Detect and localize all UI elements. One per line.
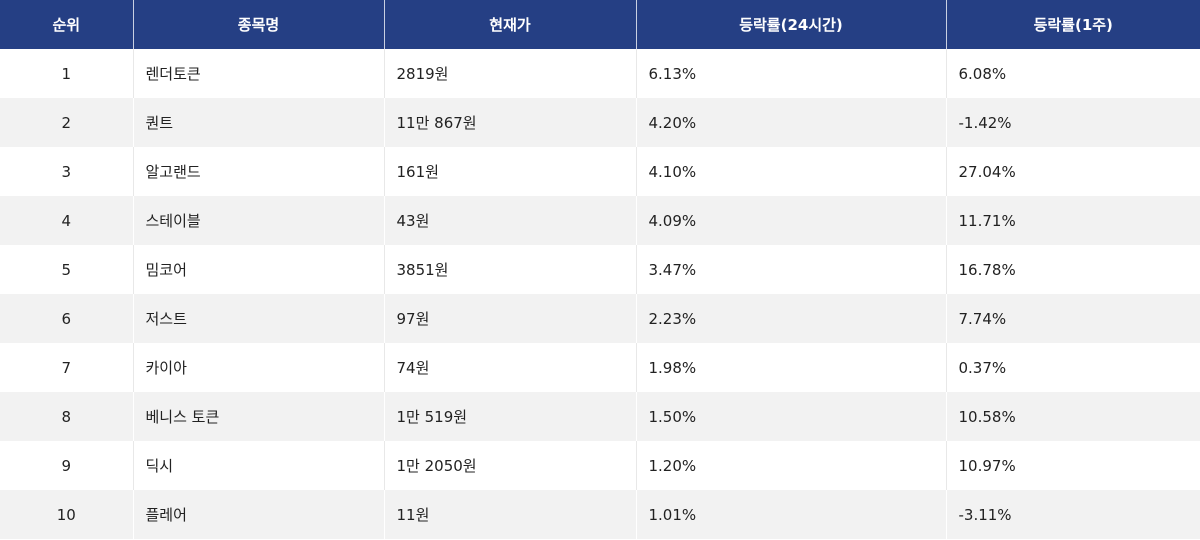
table-cell: 1만 2050원 — [383, 441, 636, 490]
table-cell: 3.47% — [635, 245, 946, 294]
header-cell: 등락률(1주) — [945, 0, 1200, 49]
table-cell: 카이아 — [132, 343, 384, 392]
table-cell: 1.01% — [635, 490, 946, 539]
table-cell: 7 — [0, 343, 133, 392]
table-cell: 4.20% — [635, 98, 946, 147]
table-row: 10 플레어 11원 1.01% -3.11% — [0, 490, 1200, 539]
table-cell: 2.23% — [635, 294, 946, 343]
header-cell: 종목명 — [132, 0, 384, 49]
header-row: 순위 종목명 현재가 등락률(24시간) 등락률(1주) — [0, 0, 1200, 49]
table-cell: 딕시 — [132, 441, 384, 490]
header-cell: 등락률(24시간) — [635, 0, 946, 49]
table-row: 7 카이아 74원 1.98% 0.37% — [0, 343, 1200, 392]
table-cell: 74원 — [383, 343, 636, 392]
table-cell: 밈코어 — [132, 245, 384, 294]
table-cell: 알고랜드 — [132, 147, 384, 196]
table-cell: 4.10% — [635, 147, 946, 196]
table-cell: 저스트 — [132, 294, 384, 343]
table-cell: 11만 867원 — [383, 98, 636, 147]
table-cell: -3.11% — [945, 490, 1200, 539]
table-cell: 플레어 — [132, 490, 384, 539]
table-cell: 27.04% — [945, 147, 1200, 196]
table-cell: 4 — [0, 196, 133, 245]
table-row: 8 베니스 토큰 1만 519원 1.50% 10.58% — [0, 392, 1200, 441]
table-cell: 1만 519원 — [383, 392, 636, 441]
table-cell: 97원 — [383, 294, 636, 343]
table-row: 1 렌더토큰 2819원 6.13% 6.08% — [0, 49, 1200, 98]
table-cell: 1.50% — [635, 392, 946, 441]
table-cell: 16.78% — [945, 245, 1200, 294]
table-cell: 10.97% — [945, 441, 1200, 490]
table-body: 1 렌더토큰 2819원 6.13% 6.08% 2 퀀트 11만 867원 4.20% -1.4… — [0, 49, 1200, 539]
table-cell: 5 — [0, 245, 133, 294]
table-cell: 1.20% — [635, 441, 946, 490]
table-row: 3 알고랜드 161원 4.10% 27.04% — [0, 147, 1200, 196]
table-cell: 161원 — [383, 147, 636, 196]
table-cell: 6.08% — [945, 49, 1200, 98]
table-cell: 스테이블 — [132, 196, 384, 245]
table-cell: 9 — [0, 441, 133, 490]
table-cell: 1 — [0, 49, 133, 98]
table-row: 4 스테이블 43원 4.09% 11.71% — [0, 196, 1200, 245]
table-cell: 3 — [0, 147, 133, 196]
table-row: 5 밈코어 3851원 3.47% 16.78% — [0, 245, 1200, 294]
table-row: 6 저스트 97원 2.23% 7.74% — [0, 294, 1200, 343]
header-cell: 순위 — [0, 0, 133, 49]
table-cell: 4.09% — [635, 196, 946, 245]
table-row: 9 딕시 1만 2050원 1.20% 10.97% — [0, 441, 1200, 490]
table-cell: 6.13% — [635, 49, 946, 98]
table-cell: 6 — [0, 294, 133, 343]
table-cell: 3851원 — [383, 245, 636, 294]
table-cell: 11원 — [383, 490, 636, 539]
table-cell: 퀀트 — [132, 98, 384, 147]
table-cell: 10 — [0, 490, 133, 539]
table-cell: -1.42% — [945, 98, 1200, 147]
table-cell: 8 — [0, 392, 133, 441]
table-cell: 2819원 — [383, 49, 636, 98]
table-cell: 7.74% — [945, 294, 1200, 343]
table-cell: 베니스 토큰 — [132, 392, 384, 441]
table-cell: 0.37% — [945, 343, 1200, 392]
header-cell: 현재가 — [383, 0, 636, 49]
table-cell: 43원 — [383, 196, 636, 245]
table-cell: 2 — [0, 98, 133, 147]
table-row: 2 퀀트 11만 867원 4.20% -1.42% — [0, 98, 1200, 147]
table-cell: 1.98% — [635, 343, 946, 392]
table-cell: 렌더토큰 — [132, 49, 384, 98]
table-cell: 10.58% — [945, 392, 1200, 441]
table-cell: 11.71% — [945, 196, 1200, 245]
